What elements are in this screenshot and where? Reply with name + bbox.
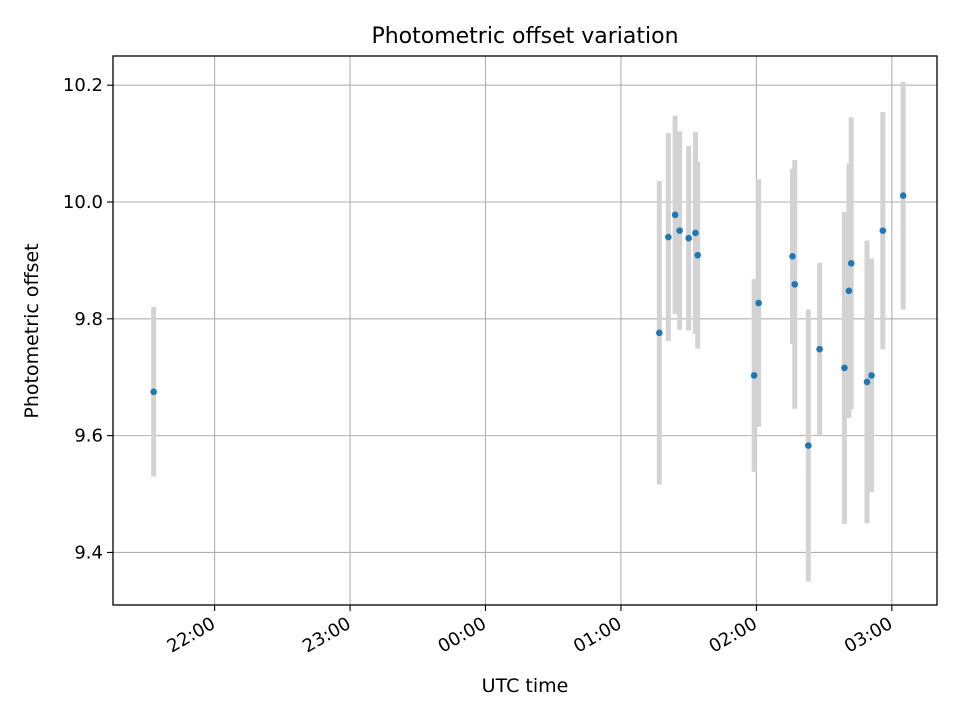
data-point	[750, 372, 758, 379]
y-tick-label: 10.0	[63, 192, 103, 213]
chart-title: Photometric offset variation	[371, 24, 678, 49]
data-point	[863, 378, 871, 386]
data-point	[789, 253, 796, 260]
data-point	[692, 229, 699, 237]
data-point	[847, 260, 855, 267]
data-point	[816, 345, 823, 353]
data-point	[676, 227, 683, 234]
data-point	[791, 281, 799, 288]
data-point	[150, 388, 157, 396]
data-point	[665, 233, 672, 241]
data-point	[899, 192, 907, 199]
y-tick-label: 9.8	[74, 309, 103, 330]
y-tick-label: 10.2	[63, 75, 103, 96]
data-point	[671, 211, 679, 219]
y-tick-label: 9.6	[74, 426, 103, 447]
data-point	[845, 287, 853, 295]
y-tick-label: 9.4	[74, 542, 103, 563]
plot-frame	[112, 55, 938, 606]
y-axis-label: Photometric offset	[21, 243, 43, 418]
data-point	[755, 299, 762, 307]
data-point	[841, 364, 848, 372]
data-point	[685, 234, 692, 242]
data-points	[150, 192, 907, 449]
data-point	[805, 442, 812, 449]
data-point	[868, 372, 875, 379]
data-point	[879, 227, 887, 234]
data-point	[694, 251, 702, 259]
x-axis-label: UTC time	[482, 675, 569, 697]
data-point	[656, 329, 663, 337]
y-axis-ticks: 9.4 9.6 9.8 10.0 10.2	[63, 75, 113, 563]
